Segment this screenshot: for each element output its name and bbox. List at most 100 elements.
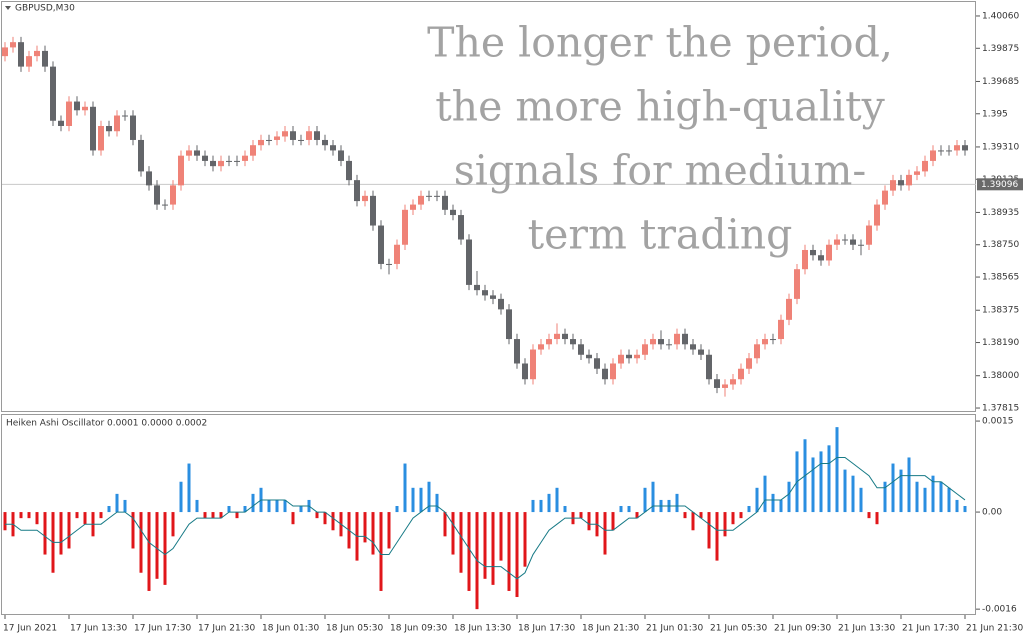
histogram-bar — [731, 512, 735, 525]
histogram-bar — [547, 493, 551, 513]
histogram-bar — [859, 487, 863, 513]
candle-body — [450, 209, 456, 216]
histogram-bar — [491, 512, 495, 585]
histogram-bar — [691, 512, 695, 531]
y-tick-label: 1.40060 — [982, 11, 1019, 21]
candle-body — [122, 115, 128, 117]
candle-body — [290, 131, 296, 140]
candle-body — [538, 344, 544, 350]
candle-body — [162, 204, 168, 206]
histogram-bar — [267, 499, 271, 513]
histogram-bar — [771, 493, 775, 513]
candle-body — [818, 255, 824, 261]
y-tick-label: 1.38750 — [982, 240, 1019, 250]
x-tick-label: 18 Jun 05:30 — [326, 624, 383, 634]
candle-body — [154, 185, 160, 205]
candle-body — [602, 368, 608, 380]
histogram-bar — [419, 487, 423, 513]
histogram-bar — [843, 469, 847, 513]
histogram-bar — [83, 512, 87, 525]
symbol-title: GBPUSD,M30 — [15, 4, 75, 14]
candle-body — [770, 339, 776, 341]
candle-body — [754, 344, 760, 359]
candle-body — [810, 249, 816, 256]
candle-body — [74, 101, 80, 111]
histogram-bar — [27, 512, 31, 519]
candle-body — [410, 204, 416, 210]
candle-body — [242, 155, 248, 161]
y-tick-label: 1.37815 — [982, 404, 1019, 414]
candle-body — [82, 106, 88, 111]
histogram-bar — [867, 512, 871, 519]
candle-body — [954, 145, 960, 151]
candle-body — [546, 339, 552, 345]
histogram-bar — [931, 475, 935, 513]
y-tick-label: 1.38000 — [982, 371, 1019, 381]
plot: 1.400601.398751.396851.3951.393101.39125… — [2, 11, 1023, 634]
histogram-bar — [899, 469, 903, 513]
symbol-menu-icon[interactable] — [5, 6, 11, 10]
candle-body — [570, 339, 576, 345]
histogram-bar — [523, 512, 527, 567]
candle-body — [370, 195, 376, 226]
histogram-bar — [579, 512, 583, 519]
candle-body — [802, 249, 808, 270]
histogram-bar — [387, 512, 391, 549]
histogram-bar — [235, 512, 239, 519]
candle-body — [474, 284, 480, 291]
histogram-bar — [539, 499, 543, 513]
y-tick-label: 1.39310 — [982, 142, 1019, 152]
candle-body — [930, 150, 936, 161]
candle-body — [882, 190, 888, 205]
candle-body — [298, 139, 304, 141]
x-tick-label: 21 Jun 01:30 — [646, 624, 703, 634]
candle-body — [634, 354, 640, 359]
histogram-bar — [123, 499, 127, 513]
histogram-bar — [459, 512, 463, 573]
histogram-bar — [139, 512, 143, 573]
candle-body — [378, 225, 384, 264]
histogram-bar — [211, 512, 215, 519]
histogram-bar — [723, 512, 727, 537]
candle-body — [314, 131, 320, 140]
histogram-bar — [819, 451, 823, 513]
x-tick-label: 18 Jun 17:30 — [518, 624, 575, 634]
histogram-bar — [59, 512, 63, 555]
candle-body — [234, 160, 240, 162]
histogram-bar — [371, 512, 375, 555]
price-pane — [1, 1, 976, 412]
histogram-bar — [251, 493, 255, 513]
candle-body — [2, 47, 8, 57]
histogram-bar — [883, 481, 887, 513]
histogram-bar — [651, 481, 655, 513]
candle-body — [354, 180, 360, 202]
candle-body — [730, 379, 736, 385]
indicator-title: Heiken Ashi Oscillator 0.0001 0.0000 0.0… — [6, 419, 207, 429]
annotation-line: signals for medium- — [454, 147, 867, 195]
histogram-bar — [923, 487, 927, 513]
signal-line — [5, 456, 966, 580]
x-tick-label: 17 Jun 17:30 — [134, 624, 191, 634]
candle-body — [482, 290, 488, 296]
candle-body — [626, 354, 632, 359]
histogram-bar — [227, 506, 231, 513]
candle-body — [858, 244, 864, 246]
candle-body — [898, 180, 904, 186]
histogram-bar — [395, 506, 399, 513]
histogram-bar — [939, 481, 943, 513]
histogram-bar — [203, 512, 207, 519]
candle-body — [66, 101, 72, 126]
histogram-bar — [187, 463, 191, 513]
histogram-bar — [827, 445, 831, 513]
candle-body — [458, 215, 464, 240]
histogram-bar — [531, 499, 535, 513]
histogram-bar — [555, 487, 559, 513]
x-tick-label: 21 Jun 13:30 — [838, 624, 895, 634]
candle-body — [34, 50, 40, 57]
histogram-bar — [755, 487, 759, 513]
histogram-bar — [779, 499, 783, 513]
candle-body — [362, 195, 368, 202]
candle-body — [618, 354, 624, 364]
candle-body — [906, 174, 912, 186]
